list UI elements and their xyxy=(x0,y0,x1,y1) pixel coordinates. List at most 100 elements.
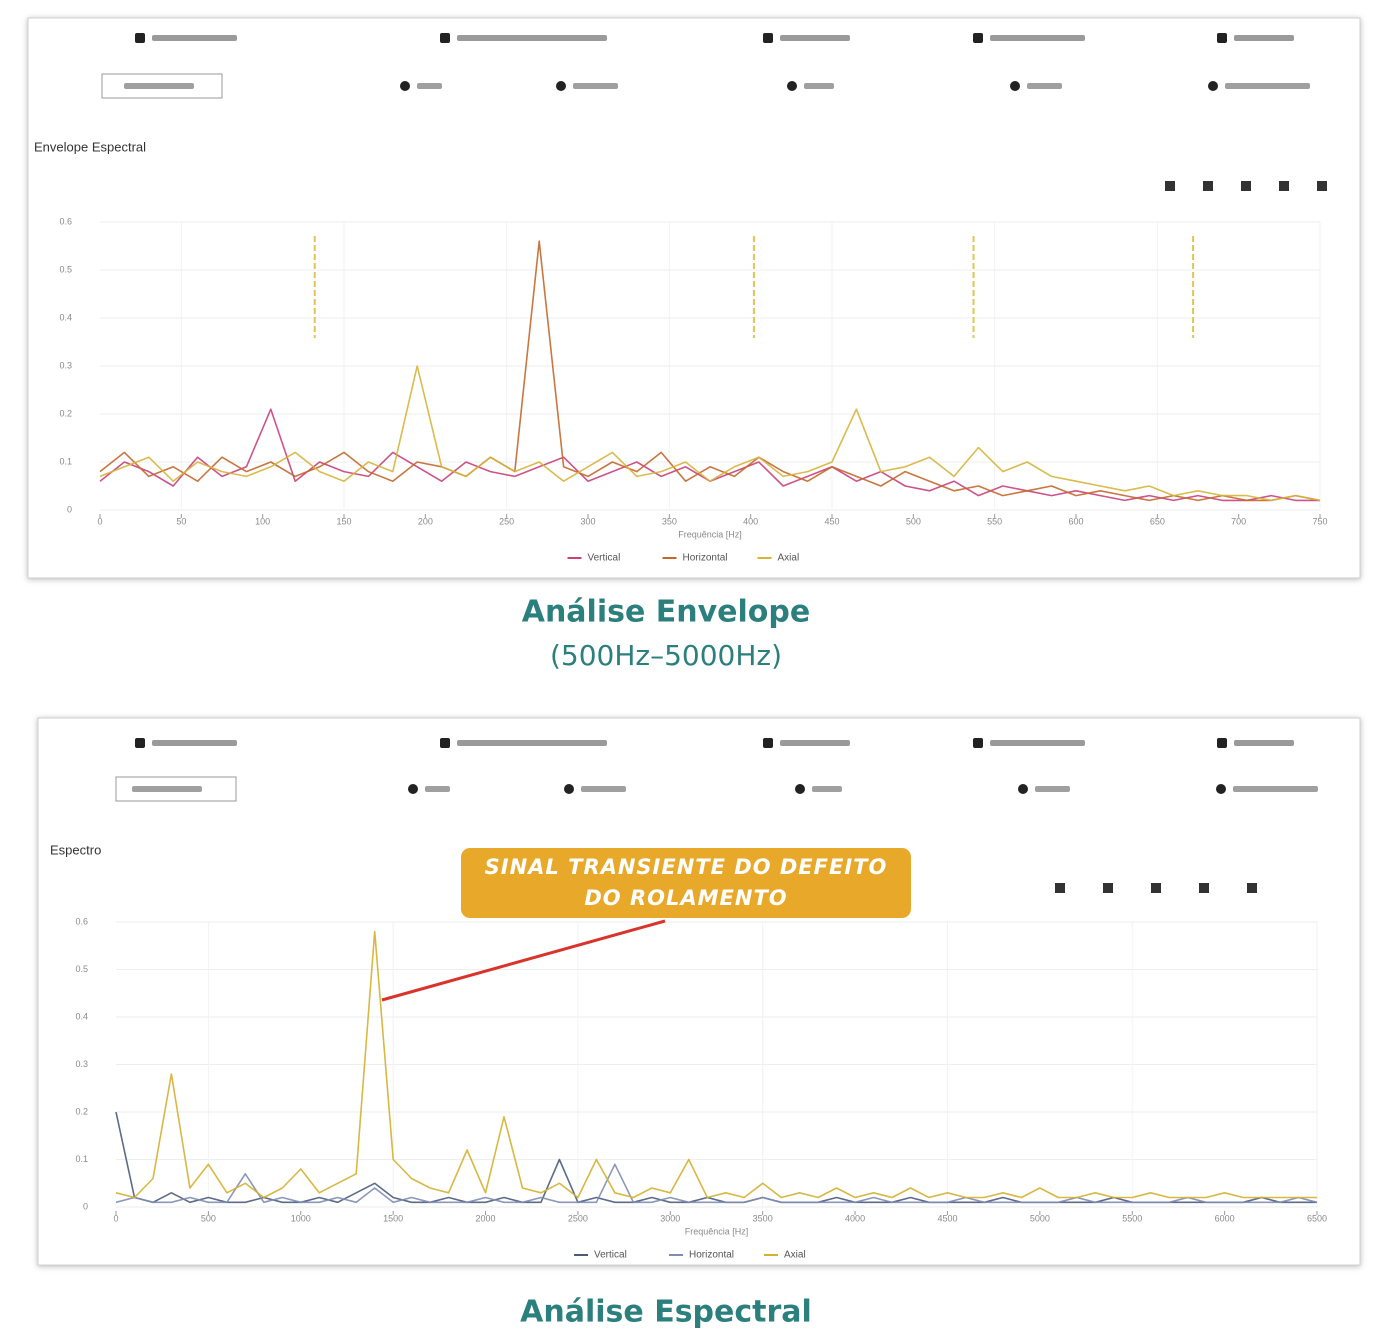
header-icon xyxy=(400,81,410,91)
header-text xyxy=(124,83,194,89)
toolbar-button[interactable] xyxy=(1203,181,1213,191)
y-tick-label: 0.2 xyxy=(59,408,72,418)
annotation-text: SINAL TRANSIENTE DO DEFEITO DO ROLAMENTO xyxy=(484,855,888,910)
y-tick-label: 0.5 xyxy=(59,264,72,274)
header-icon xyxy=(973,738,983,748)
legend-label[interactable]: Horizontal xyxy=(689,1250,734,1261)
header-icon xyxy=(795,784,805,794)
header-text xyxy=(990,740,1085,746)
legend-label[interactable]: Axial xyxy=(784,1250,806,1261)
annotation: SINAL TRANSIENTE DO DEFEITO DO ROLAMENTO xyxy=(484,855,888,910)
legend-label[interactable]: Horizontal xyxy=(683,553,728,564)
x-tick-label: 5500 xyxy=(1122,1213,1142,1223)
header-icon xyxy=(408,784,418,794)
chart-panel xyxy=(27,17,1361,579)
y-tick-label: 0.1 xyxy=(75,1154,88,1164)
annotation-pointer xyxy=(381,919,666,1002)
x-tick-label: 0 xyxy=(97,516,102,526)
header-icon xyxy=(1216,784,1226,794)
caption-title: Análise Envelope xyxy=(522,595,811,630)
y-tick-label: 0.6 xyxy=(59,216,72,226)
y-tick-label: 0.4 xyxy=(59,312,72,322)
x-tick-label: 650 xyxy=(1150,516,1165,526)
header-text xyxy=(573,83,618,89)
header-icon xyxy=(135,33,145,43)
toolbar-button[interactable] xyxy=(1241,181,1251,191)
chart-panel xyxy=(37,717,1361,1266)
toolbar-button[interactable] xyxy=(1103,883,1113,893)
y-tick-label: 0.2 xyxy=(75,1106,88,1116)
toolbar-button[interactable] xyxy=(1165,181,1175,191)
x-axis-label: Frequência [Hz] xyxy=(685,1226,749,1236)
toolbar-button[interactable] xyxy=(1247,883,1257,893)
header-text xyxy=(417,83,442,89)
caption-subtitle: (500Hz–5000Hz) xyxy=(550,639,782,672)
legend-label[interactable]: Axial xyxy=(778,553,800,564)
x-tick-label: 1000 xyxy=(291,1213,311,1223)
header-text xyxy=(1035,786,1070,792)
toolbar-button[interactable] xyxy=(1279,181,1289,191)
x-tick-label: 4500 xyxy=(937,1213,957,1223)
x-tick-label: 100 xyxy=(255,516,270,526)
caption-title: Análise Espectral xyxy=(520,1295,812,1330)
x-tick-label: 500 xyxy=(201,1213,216,1223)
header-text xyxy=(457,740,607,746)
header-text xyxy=(1234,740,1294,746)
chart-title: Espectro xyxy=(50,842,101,857)
x-tick-label: 6000 xyxy=(1215,1213,1235,1223)
header-text xyxy=(581,786,626,792)
header-text xyxy=(804,83,834,89)
header-icon xyxy=(440,738,450,748)
header-icon xyxy=(787,81,797,91)
header-icon xyxy=(440,33,450,43)
header-text xyxy=(780,740,850,746)
x-tick-label: 2500 xyxy=(568,1213,588,1223)
header-text xyxy=(1234,35,1294,41)
toolbar-button[interactable] xyxy=(1317,181,1327,191)
y-tick-label: 0.3 xyxy=(59,360,72,370)
x-tick-label: 6500 xyxy=(1307,1213,1327,1223)
y-tick-label: 0.6 xyxy=(75,916,88,926)
toolbar-button[interactable] xyxy=(1151,883,1161,893)
x-tick-label: 200 xyxy=(418,516,433,526)
header-text xyxy=(1027,83,1062,89)
x-tick-label: 1500 xyxy=(383,1213,403,1223)
header-icon xyxy=(1010,81,1020,91)
header-icon xyxy=(1217,738,1227,748)
header-text xyxy=(152,35,237,41)
y-tick-label: 0.1 xyxy=(59,456,72,466)
header-text xyxy=(990,35,1085,41)
header-icon xyxy=(763,738,773,748)
series-line xyxy=(115,930,1317,1199)
x-tick-label: 600 xyxy=(1068,516,1083,526)
header-icon xyxy=(556,81,566,91)
x-tick-label: 2000 xyxy=(476,1213,496,1223)
x-tick-label: 5000 xyxy=(1030,1213,1050,1223)
toolbar-button[interactable] xyxy=(1055,883,1065,893)
y-tick-label: 0 xyxy=(67,504,72,514)
x-tick-label: 700 xyxy=(1231,516,1246,526)
header-text xyxy=(1225,83,1310,89)
header-icon xyxy=(1208,81,1218,91)
x-tick-label: 350 xyxy=(662,516,677,526)
header-icon xyxy=(1217,33,1227,43)
x-tick-label: 3500 xyxy=(753,1213,773,1223)
x-axis-label: Frequência [Hz] xyxy=(678,529,742,539)
header-text xyxy=(132,786,202,792)
x-tick-label: 750 xyxy=(1312,516,1327,526)
x-tick-label: 250 xyxy=(499,516,514,526)
toolbar-button[interactable] xyxy=(1199,883,1209,893)
y-tick-label: 0.4 xyxy=(75,1011,88,1021)
header-text xyxy=(780,35,850,41)
series-line xyxy=(99,240,1321,502)
legend-label[interactable]: Vertical xyxy=(594,1250,627,1261)
header-icon xyxy=(1018,784,1028,794)
legend-label[interactable]: Vertical xyxy=(588,553,621,564)
x-tick-label: 50 xyxy=(176,516,186,526)
header-icon xyxy=(763,33,773,43)
y-tick-label: 0.3 xyxy=(75,1059,88,1069)
x-tick-label: 400 xyxy=(743,516,758,526)
series-line xyxy=(99,365,1321,502)
